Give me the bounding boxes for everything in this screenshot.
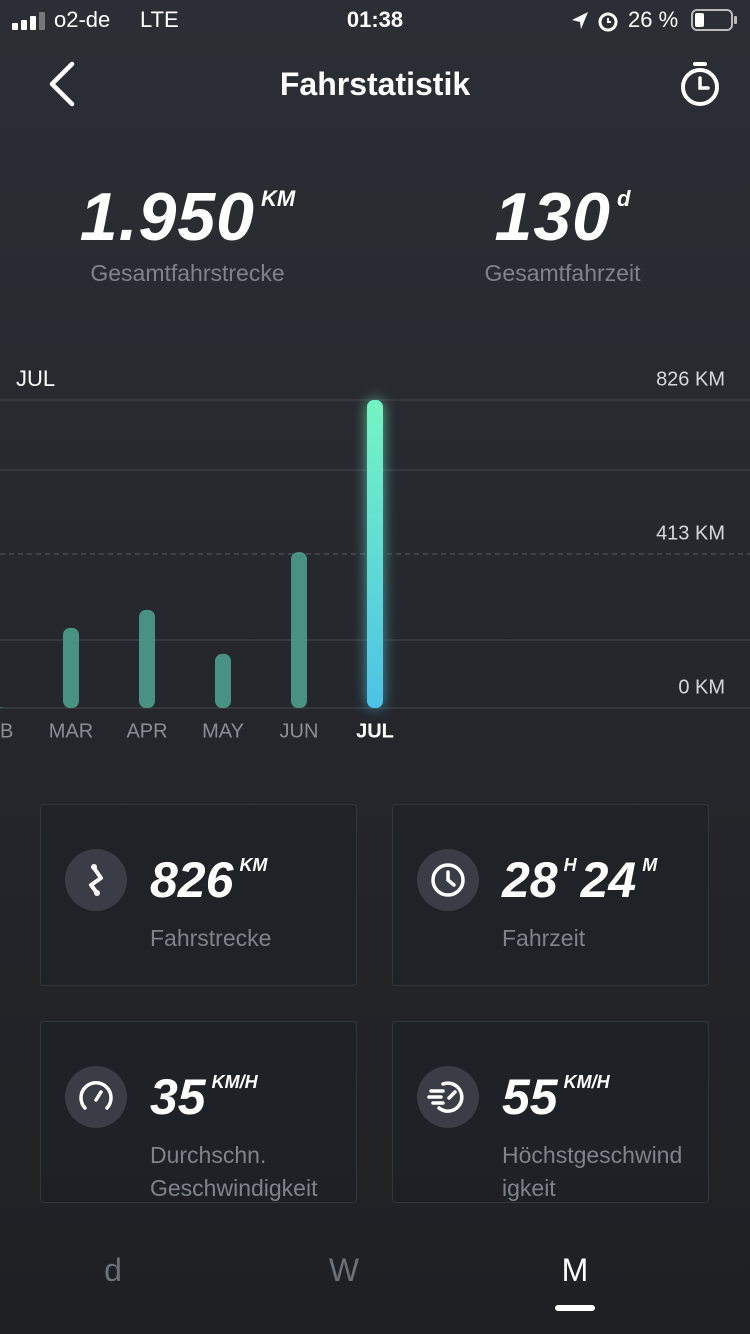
card-unit: KM/H (563, 1072, 610, 1092)
x-tick-label: MAR (49, 720, 93, 742)
stat-card: 55 KM/H Höchstgeschwind igkeit (392, 1021, 709, 1203)
bar (215, 653, 231, 708)
route-icon (65, 849, 127, 911)
tab[interactable]: d (104, 1252, 122, 1288)
card-label: Durchschn. Geschwindigkeit (150, 1139, 317, 1205)
card-unit: M (642, 855, 658, 875)
chart: JUL 0 KM 413 KM 826 KM B MAR APR MAY JUN JUL (0, 366, 750, 742)
y-tick-label: 0 KM (678, 676, 725, 698)
card-unit: KM (239, 855, 268, 875)
x-tick-label: B (0, 720, 13, 742)
card-label-line: Fahrzeit (502, 925, 586, 951)
bar (367, 400, 383, 708)
y-tick-label: 826 KM (656, 368, 725, 390)
card-label: Fahrzeit (502, 922, 585, 955)
card-values: 28 H24 M (502, 851, 661, 909)
page-title: Fahrstatistik (279, 66, 471, 102)
max-speed-icon (417, 1066, 479, 1128)
card-label-line: Durchschn. (150, 1142, 267, 1168)
status-icons (572, 12, 618, 32)
battery-text: 26 % (628, 7, 679, 32)
card-label-line: Geschwindigkeit (150, 1175, 318, 1201)
x-tick-label: APR (126, 720, 167, 742)
tab[interactable]: M (561, 1252, 589, 1288)
clock-icon (417, 849, 479, 911)
card-label-line: Höchstgeschwind (502, 1142, 683, 1168)
card-values: 55 KM/H (502, 1068, 614, 1126)
card-value: 24 (580, 852, 637, 908)
bar (291, 552, 307, 708)
timer-button[interactable] (678, 60, 722, 108)
y-tick-label: 413 KM (656, 522, 725, 544)
card-unit: KM/H (211, 1072, 258, 1092)
period-label: JUL (16, 366, 55, 391)
summary-time: 130 d Gesamtfahrzeit (375, 178, 750, 287)
tab[interactable]: W (328, 1252, 360, 1288)
card-value: 826 (150, 852, 234, 908)
summary-distance: 1.950 KM Gesamtfahrstrecke (0, 178, 375, 287)
bar (0, 707, 3, 708)
network: LTE (140, 7, 179, 32)
card-values: 35 KM/H (150, 1068, 262, 1126)
carrier: o2-de (54, 7, 111, 32)
card-value: 35 (150, 1069, 206, 1125)
card-value: 28 (502, 852, 558, 908)
bar (63, 627, 79, 708)
card-values: 826 KM (150, 851, 271, 909)
signal-icon (12, 12, 45, 30)
summary-label: Gesamtfahrzeit (484, 260, 641, 286)
x-tick-label: MAY (202, 720, 244, 742)
stat-card: 35 KM/H Durchschn. Geschwindigkeit (40, 1021, 357, 1203)
summary-value: 130 (494, 179, 611, 255)
card-label: Höchstgeschwind igkeit (502, 1139, 682, 1205)
card-value: 55 (502, 1069, 558, 1125)
clock: 01:38 (346, 7, 404, 32)
summary-label: Gesamtfahrstrecke (90, 260, 285, 286)
tab-indicator (555, 1305, 595, 1311)
card-label-line: Fahrstrecke (150, 925, 272, 951)
stat-card: 826 KM Fahrstrecke (40, 804, 357, 986)
x-tick-label: JUN (280, 720, 319, 742)
summary-unit: KM (260, 186, 296, 211)
stat-card: 28 H24 M Fahrzeit (392, 804, 709, 986)
x-tick-label: JUL (356, 720, 394, 742)
card-label-line: igkeit (502, 1175, 556, 1201)
bar (139, 609, 155, 708)
battery-icon (691, 9, 737, 31)
summary-value: 1.950 (79, 179, 255, 255)
speed-icon (65, 1066, 127, 1128)
card-label: Fahrstrecke (150, 922, 271, 955)
summary-unit: d (617, 186, 631, 211)
card-unit: H (563, 855, 577, 875)
back-button[interactable] (44, 60, 80, 108)
